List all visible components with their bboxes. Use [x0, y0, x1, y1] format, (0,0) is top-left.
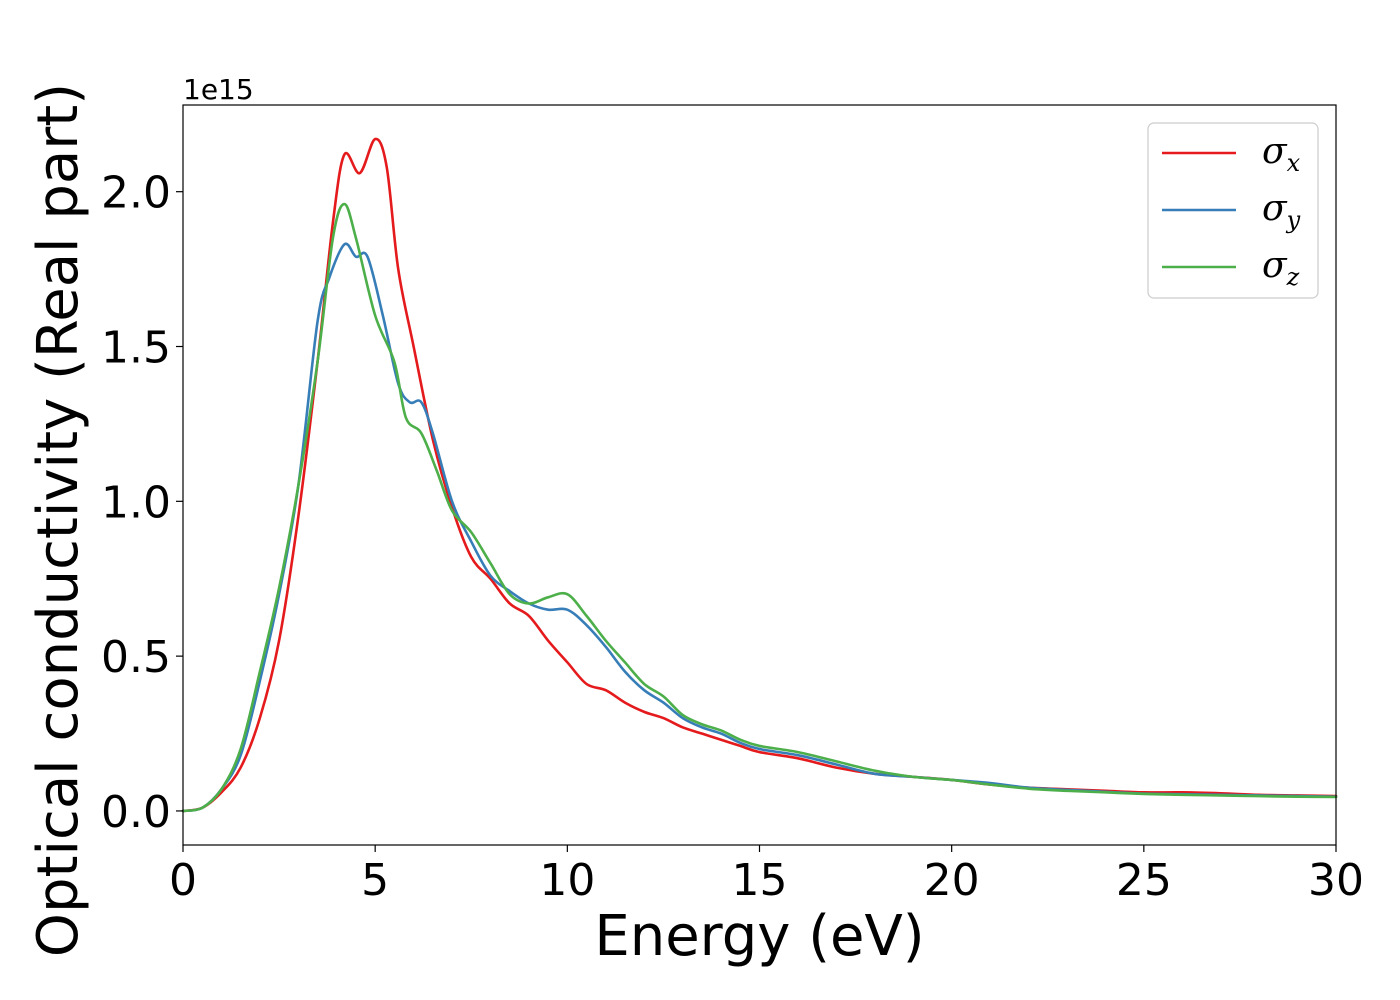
- series-line-z: [181, 202, 1338, 813]
- y-axis-title: Optical conductivity (Real part): [26, 83, 91, 957]
- x-tick-label: 10: [539, 855, 595, 906]
- y-tick-label: 0.0: [101, 787, 171, 838]
- x-axis-ticks: 0 5 10 15 20 25 30: [169, 845, 1364, 906]
- legend-symbol: σ: [1262, 188, 1288, 229]
- x-tick-label: 20: [924, 855, 980, 906]
- y-tick-label: 1.0: [101, 477, 171, 528]
- legend-subscript: x: [1287, 149, 1301, 177]
- x-tick-label: 5: [361, 855, 389, 906]
- series-layer: [181, 137, 1338, 813]
- legend-subscript: y: [1286, 206, 1301, 234]
- legend-label-x: σx: [1262, 131, 1301, 177]
- x-tick-label: 15: [732, 855, 788, 906]
- legend-label-y: σy: [1262, 188, 1301, 234]
- legend-subscript: z: [1286, 263, 1300, 291]
- y-tick-label: 1.5: [101, 323, 171, 374]
- legend-symbol: σ: [1262, 245, 1288, 286]
- y-tick-label: 0.5: [101, 632, 171, 683]
- x-axis-title: Energy (eV): [594, 904, 924, 969]
- x-tick-label: 25: [1116, 855, 1172, 906]
- x-tick-label: 30: [1308, 855, 1364, 906]
- legend-label-z: σz: [1262, 245, 1300, 291]
- legend-symbol: σ: [1262, 131, 1288, 172]
- y-tick-label: 2.0: [101, 168, 171, 219]
- y-offset-label: 1e15: [183, 73, 254, 106]
- x-tick-label: 0: [169, 855, 197, 906]
- y-axis-ticks: 0.0 0.5 1.0 1.5 2.0: [101, 168, 183, 838]
